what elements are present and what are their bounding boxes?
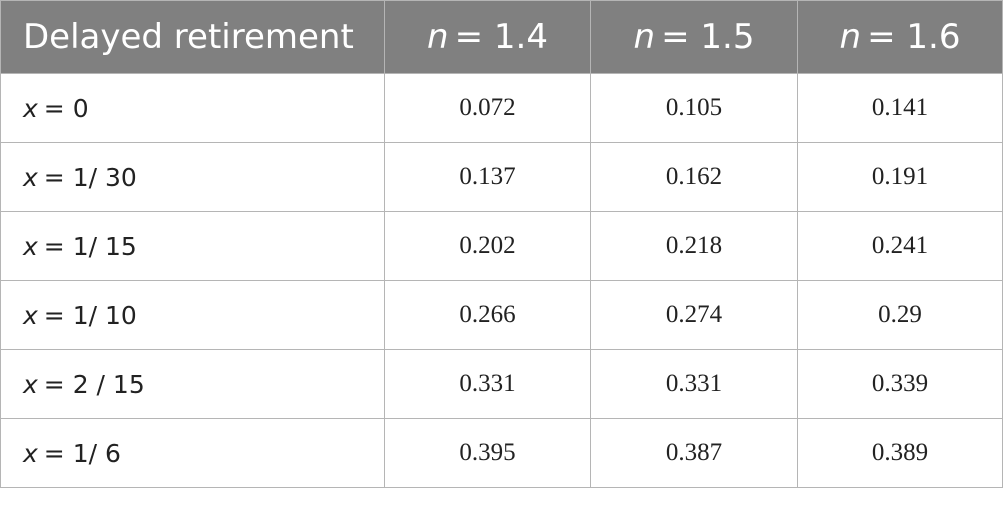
table-row: x = 2 / 15 0.331 0.331 0.339 [0,349,1003,419]
label-variable: x [23,300,38,330]
table-row: x = 1/ 6 0.395 0.387 0.389 [0,418,1003,488]
value-cell: 0.389 [797,418,1003,488]
value-cell: 0.202 [384,211,591,281]
header-variable: n [839,17,862,57]
table-head: Delayed retirement n = 1.4 n = 1.5 n = 1.6 [0,0,1003,74]
header-cell: n = 1.5 [590,0,798,74]
header-variable: n [427,17,449,57]
value-cell: 0.274 [590,280,798,350]
label-value: = 1/ 10 [43,300,137,330]
table-row: x = 0 0.072 0.105 0.141 [0,73,1003,143]
row-label: x = 1/ 15 [0,211,385,281]
label-value: = 0 [43,93,89,123]
header-cell: n = 1.6 [797,0,1003,74]
header-variable: n [633,17,656,57]
header-row: Delayed retirement n = 1.4 n = 1.5 n = 1.6 [0,0,1003,74]
value-cell: 0.395 [384,418,591,488]
value-cell: 0.105 [590,73,798,143]
table-row: x = 1/ 30 0.137 0.162 0.191 [0,142,1003,212]
value-cell: 0.218 [590,211,798,281]
label-variable: x [23,93,38,123]
row-label: x = 2 / 15 [0,349,385,419]
value-cell: 0.331 [590,349,798,419]
label-value: = 1/ 30 [43,162,137,192]
row-label: x = 1/ 6 [0,418,385,488]
value-cell: 0.141 [797,73,1003,143]
value-cell: 0.331 [384,349,591,419]
header-cell: n = 1.4 [384,0,591,74]
label-value: = 1/ 15 [43,231,137,261]
row-label: x = 1/ 30 [0,142,385,212]
label-value: = 1/ 6 [43,438,121,468]
value-cell: 0.162 [590,142,798,212]
value-cell: 0.387 [590,418,798,488]
header-value: = 1.5 [661,17,755,57]
row-label: x = 0 [0,73,385,143]
header-cell: Delayed retirement [0,0,385,74]
header-value: = 1.6 [867,17,961,57]
data-table: Delayed retirement n = 1.4 n = 1.5 n = 1.6 x =… [0,0,1003,488]
label-variable: x [23,162,38,192]
label-variable: x [23,369,38,399]
label-value: = 2 / 15 [43,369,145,399]
table-body: x = 0 0.072 0.105 0.141 x = 1/ 30 0.137 0.162 0.1… [0,73,1003,488]
table-row: x = 1/ 10 0.266 0.274 0.29 [0,280,1003,350]
value-cell: 0.072 [384,73,591,143]
header-value: = 1.4 [454,17,548,57]
label-variable: x [23,231,38,261]
value-cell: 0.191 [797,142,1003,212]
row-label: x = 1/ 10 [0,280,385,350]
value-cell: 0.241 [797,211,1003,281]
value-cell: 0.339 [797,349,1003,419]
label-variable: x [23,438,38,468]
table-row: x = 1/ 15 0.202 0.218 0.241 [0,211,1003,281]
value-cell: 0.29 [797,280,1003,350]
value-cell: 0.137 [384,142,591,212]
value-cell: 0.266 [384,280,591,350]
